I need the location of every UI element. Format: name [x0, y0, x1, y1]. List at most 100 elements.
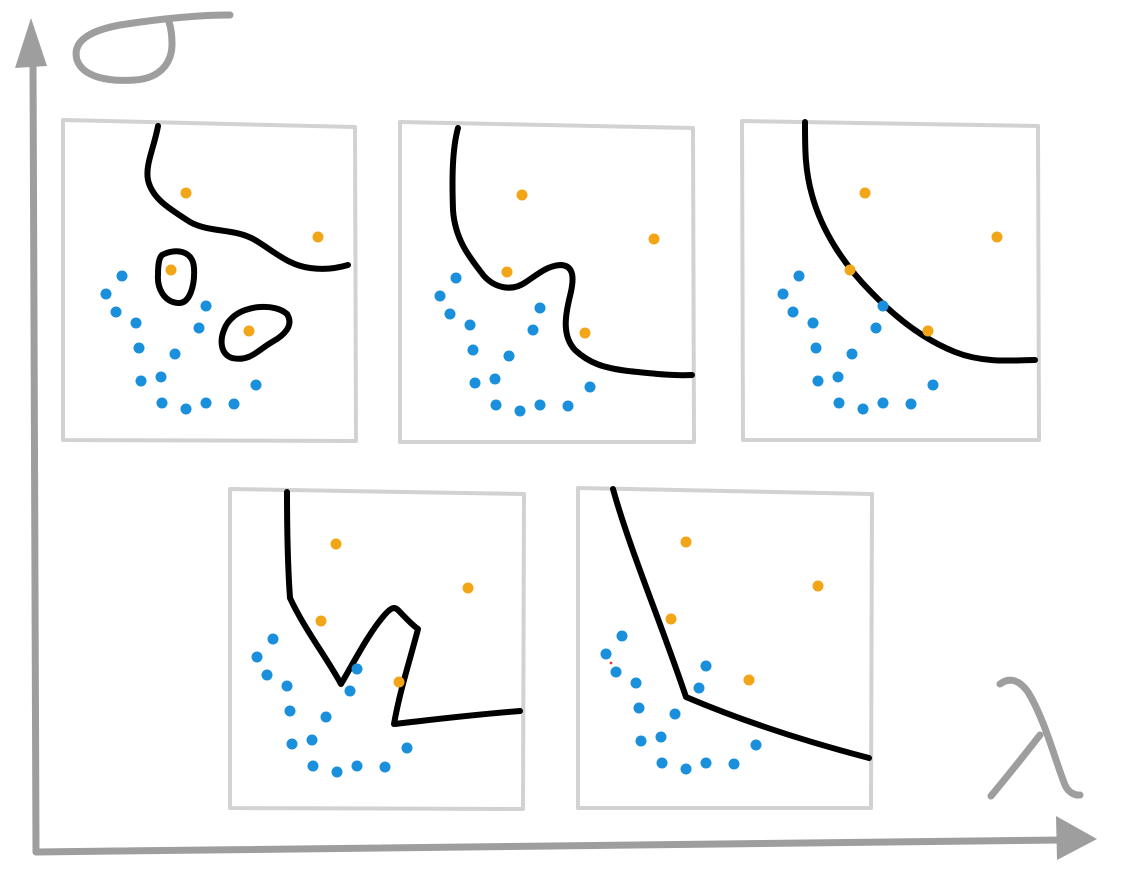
panel-5-points [600, 536, 824, 775]
blue-point [584, 381, 596, 393]
orange-point [243, 325, 255, 337]
horizontal-axis-line [32, 836, 1066, 856]
blue-point [857, 403, 869, 415]
blue-point [490, 399, 502, 411]
data-points [100, 187, 1003, 778]
orange-point [812, 580, 824, 592]
orange-point [648, 233, 660, 245]
blue-point [877, 300, 889, 312]
blue-point [155, 371, 167, 383]
vertical-axis-line [29, 56, 40, 856]
orange-point [312, 231, 324, 243]
blue-point [284, 705, 296, 717]
blue-point [379, 761, 391, 773]
blue-point [250, 379, 262, 391]
panel-3-boundary [802, 119, 1038, 364]
orange-point [743, 674, 755, 686]
blue-point [655, 731, 667, 743]
orange-point [165, 264, 177, 276]
orange-point [680, 536, 692, 548]
blue-point [616, 630, 628, 642]
blue-point [810, 342, 822, 354]
blue-point [693, 682, 705, 694]
blue-point [180, 403, 192, 415]
blue-point [610, 666, 622, 678]
blue-point [527, 324, 539, 336]
blue-point [514, 405, 526, 417]
blue-point [135, 375, 147, 387]
panel-5-boundary [610, 486, 872, 761]
orange-point [516, 189, 528, 201]
panel-2-boundary [449, 125, 695, 379]
blue-point [467, 344, 479, 356]
blue-point [444, 308, 456, 320]
panel-4-frame [228, 487, 526, 811]
blue-point [306, 734, 318, 746]
blue-point [200, 397, 212, 409]
blue-point [489, 373, 501, 385]
blue-point [401, 742, 413, 754]
orange-point [462, 582, 474, 594]
blue-point [351, 663, 363, 675]
panel-4-points [251, 538, 474, 778]
blue-point [656, 757, 668, 769]
blue-point [261, 669, 273, 681]
blue-point [133, 342, 145, 354]
blue-point [669, 708, 681, 720]
blue-point [286, 738, 298, 750]
blue-point [169, 348, 181, 360]
blue-point [600, 648, 612, 660]
blue-point [700, 660, 712, 672]
panel-frames [61, 118, 1041, 811]
blue-point [130, 317, 142, 329]
sigma-symbol [72, 11, 234, 84]
blue-point [750, 739, 762, 751]
orange-point [180, 187, 192, 199]
decision-boundaries [144, 119, 1038, 761]
blue-point [464, 319, 476, 331]
blue-point [787, 306, 799, 318]
blue-point [846, 348, 858, 360]
orange-point [665, 613, 677, 625]
orange-point [330, 538, 342, 550]
panel-3-frame [740, 119, 1041, 442]
horizontal-axis-arrowhead [1056, 816, 1097, 860]
blue-point [200, 300, 212, 312]
vertical-axis-arrowhead [15, 18, 47, 68]
orange-point [991, 231, 1003, 243]
blue-point [503, 350, 515, 362]
panel-1-points [100, 187, 324, 415]
blue-point [905, 398, 917, 410]
axes [15, 11, 1097, 860]
blue-point [833, 397, 845, 409]
blue-point [728, 758, 740, 770]
blue-point [927, 379, 939, 391]
blue-point [331, 766, 343, 778]
blue-point [635, 735, 647, 747]
blue-point [193, 322, 205, 334]
panel-1-island-2 [218, 303, 293, 362]
blue-point [630, 677, 642, 689]
lambda-symbol [987, 676, 1084, 800]
blue-point [562, 400, 574, 412]
blue-point [534, 302, 546, 314]
blue-point [877, 397, 889, 409]
orange-point [501, 266, 513, 278]
orange-point [315, 615, 327, 627]
blue-point [469, 377, 481, 389]
blue-point [267, 633, 279, 645]
blue-point [807, 317, 819, 329]
blue-point [777, 288, 789, 300]
blue-point [812, 375, 824, 387]
blue-point [110, 306, 122, 318]
panel-2-frame [398, 120, 696, 444]
blue-point [793, 270, 805, 282]
blue-point [434, 290, 446, 302]
orange-point [859, 187, 871, 199]
blue-point [870, 322, 882, 334]
panel-5-frame [576, 486, 874, 810]
panel-4-boundary [284, 489, 523, 727]
panel-1-island-1 [154, 248, 198, 306]
